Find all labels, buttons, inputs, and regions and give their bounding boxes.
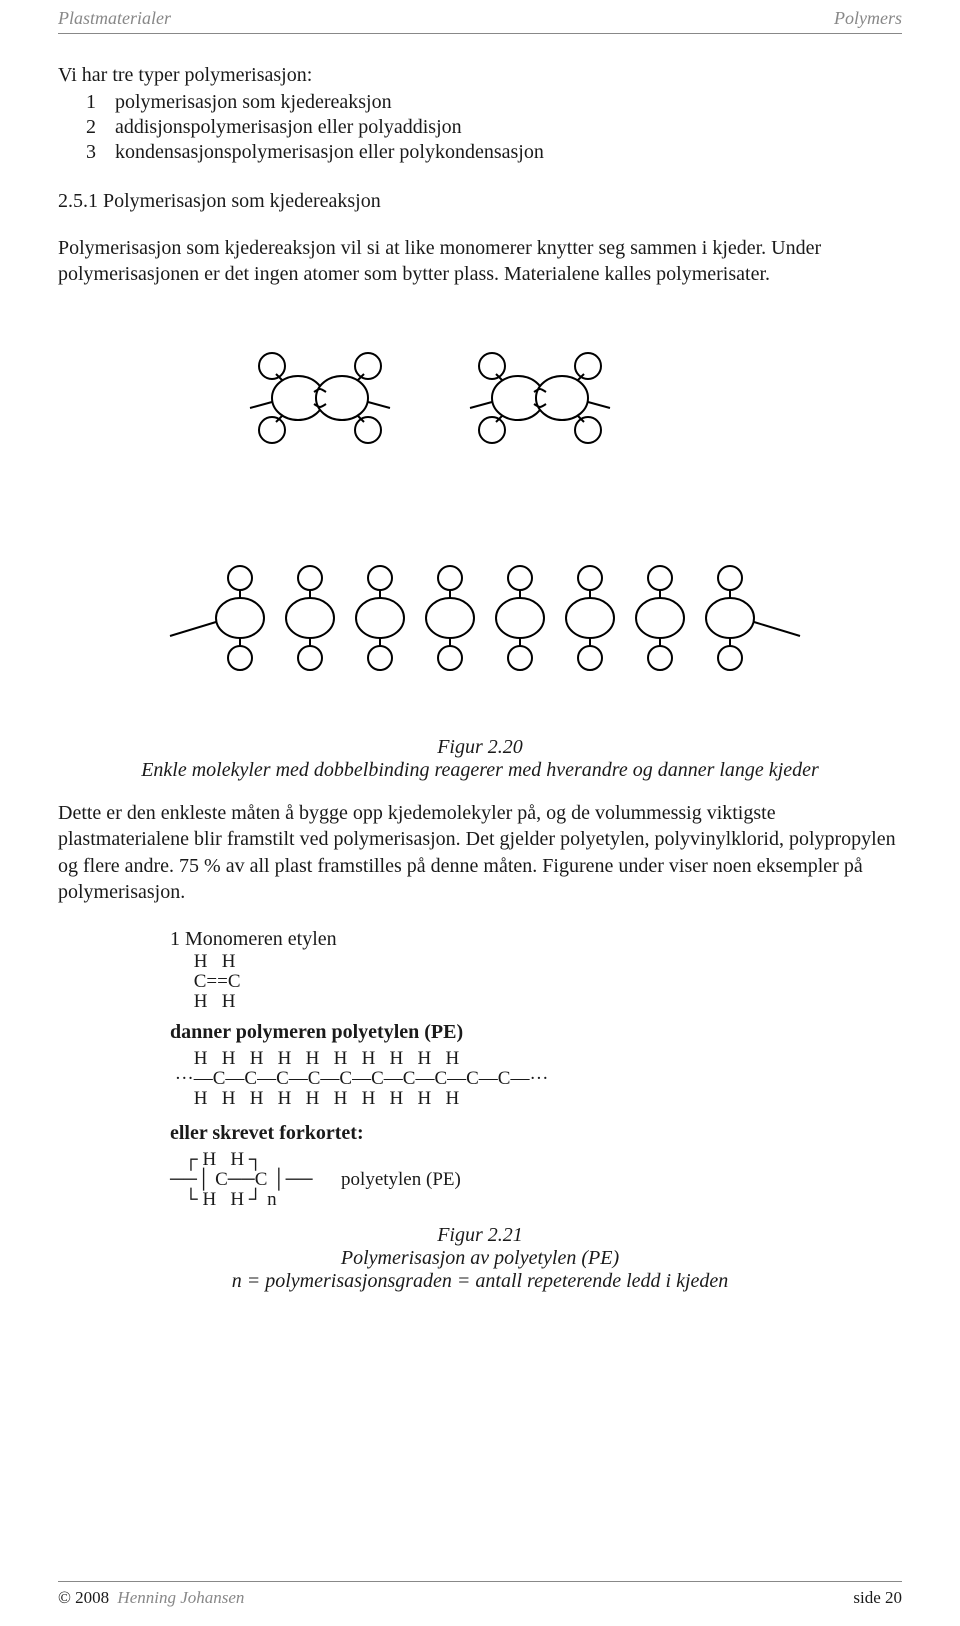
page-header: Plastmaterialer Polymers: [58, 0, 902, 34]
repeat-mid: ──│ C──C │── polyetylen (PE): [170, 1170, 790, 1190]
types-list: 1 polymerisasjon som kjedereaksjon 2 add…: [86, 91, 902, 164]
footer-year: © 2008: [58, 1588, 109, 1607]
repeat-top: ┌ H H ┐: [170, 1150, 790, 1170]
footer-signature: Henning Johansen: [117, 1588, 244, 1607]
figure-caption-text: Enkle molekyler med dobbelbinding reager…: [141, 759, 819, 781]
repeat-bot: └ H H ┘ n: [170, 1190, 790, 1210]
page-footer: © 2008 Henning Johansen side 20: [58, 1581, 902, 1608]
main-content: Vi har tre typer polymerisasjon: 1 polym…: [0, 64, 960, 1293]
footer-page: side 20: [853, 1588, 902, 1608]
header-right: Polymers: [834, 8, 902, 29]
list-text: addisjonspolymerisasjon eller polyaddisj…: [115, 116, 462, 138]
chem-line-1: 1 Monomeren etylen: [170, 929, 790, 950]
paragraph-2: Dette er den enkleste måten å bygge opp …: [58, 800, 902, 906]
paragraph-1: Polymerisasjon som kjedereaksjon vil si …: [58, 235, 902, 288]
list-number: 2: [86, 116, 110, 139]
figure-2-20-caption: Figur 2.20 Enkle molekyler med dobbelbin…: [58, 736, 902, 782]
chain-top: H H H H H H H H H H: [170, 1049, 790, 1069]
figure-label: Figur 2.21: [437, 1224, 523, 1246]
chain-bot: H H H H H H H H H H: [170, 1089, 790, 1109]
chain-mid: ···—C—C—C—C—C—C—C—C—C—C—···: [170, 1069, 790, 1089]
figure-caption-line2: n = polymerisasjonsgraden = antall repet…: [232, 1270, 729, 1292]
figure-2-20: Figur 2.20 Enkle molekyler med dobbelbin…: [58, 318, 902, 782]
header-left: Plastmaterialer: [58, 8, 171, 29]
list-item: 3 kondensasjonspolymerisasjon eller poly…: [86, 141, 902, 164]
list-number: 1: [86, 91, 110, 114]
section-heading: 2.5.1 Polymerisasjon som kjedereaksjon: [58, 190, 902, 213]
molecule-diagram-icon: [150, 318, 810, 728]
footer-left: © 2008 Henning Johansen: [58, 1588, 244, 1608]
list-item: 1 polymerisasjon som kjedereaksjon: [86, 91, 902, 114]
chem-line-3: eller skrevet forkortet:: [170, 1123, 790, 1144]
list-number: 3: [86, 141, 110, 164]
etylen-structure: H H C==C H H: [170, 952, 790, 1012]
list-item: 2 addisjonspolymerisasjon eller polyaddi…: [86, 116, 902, 139]
figure-label: Figur 2.20: [437, 736, 523, 758]
chemistry-block: 1 Monomeren etylen H H C==C H H danner p…: [170, 929, 790, 1209]
intro-line: Vi har tre typer polymerisasjon:: [58, 64, 902, 87]
list-text: kondensasjonspolymerisasjon eller polyko…: [115, 141, 544, 163]
figure-2-21-caption: Figur 2.21 Polymerisasjon av polyetylen …: [58, 1224, 902, 1293]
list-text: polymerisasjon som kjedereaksjon: [115, 91, 392, 113]
chem-line-2: danner polymeren polyetylen (PE): [170, 1022, 790, 1043]
figure-caption-line1: Polymerisasjon av polyetylen (PE): [341, 1247, 619, 1269]
